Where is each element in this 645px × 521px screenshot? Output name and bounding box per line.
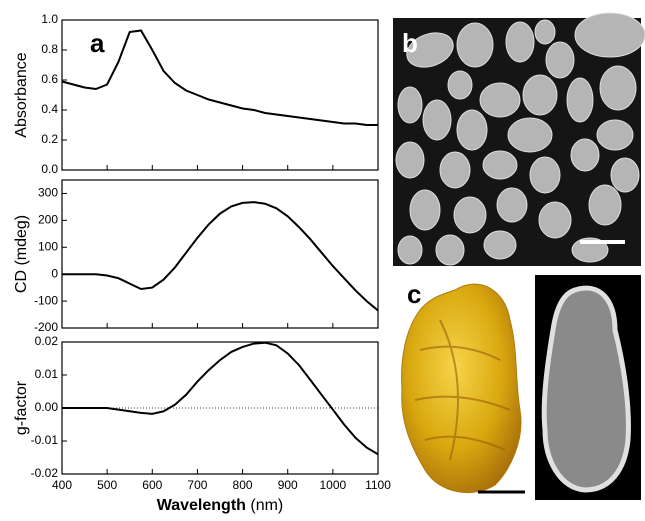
y-tick-label: 0.6 (41, 72, 58, 86)
y-tick-label: 0.00 (35, 400, 59, 414)
y-tick-label: 0.2 (41, 132, 58, 146)
x-unit: (nm) (250, 497, 283, 514)
y-tick-label: -100 (34, 293, 58, 307)
y-axis-label: CD (mdeg) (13, 215, 30, 293)
plot-frame (62, 180, 378, 328)
y-tick-label: 0.01 (35, 367, 59, 381)
micrograph-b (393, 13, 645, 266)
y-tick-label: 300 (38, 186, 58, 200)
panel-label: b (402, 28, 418, 58)
spectrum-line (62, 343, 378, 455)
panel-label: c (407, 279, 421, 309)
x-label: Wavelength (157, 497, 246, 514)
y-tick-label: 0 (51, 266, 58, 280)
y-axis-label: Absorbance (13, 52, 30, 137)
y-tick-label: 0.0 (41, 162, 58, 176)
x-tick-label: 900 (278, 478, 298, 492)
x-tick-label: 700 (187, 478, 207, 492)
y-tick-label: 0.8 (41, 42, 58, 56)
y-tick-label: 0.02 (35, 334, 59, 348)
y-tick-label: 200 (38, 213, 58, 227)
particle-3d (402, 284, 525, 492)
y-tick-label: 100 (38, 239, 58, 253)
y-tick-label: -200 (34, 320, 58, 334)
panel-label: a (90, 28, 105, 58)
x-tick-label: 600 (142, 478, 162, 492)
y-tick-label: -0.01 (31, 433, 59, 447)
x-tick-label: 1100 (365, 478, 391, 492)
y-tick-label: 0.4 (41, 102, 58, 116)
y-tick-label: 1.0 (41, 12, 58, 26)
micrograph-c (535, 275, 641, 500)
spectrum-line (62, 31, 378, 126)
x-tick-label: 1000 (320, 478, 347, 492)
figure: b c a Wavelength (nm) 0.0 0.2 0.4 0.6 0.8 1.0… (0, 0, 645, 516)
x-axis-label: Wavelength (nm) (157, 497, 284, 514)
y-axis-label: g-factor (13, 380, 30, 435)
x-tick-label: 400 (52, 478, 72, 492)
spectrum-line (62, 202, 378, 310)
x-tick-label: 800 (233, 478, 253, 492)
plot-frame (62, 20, 378, 170)
x-tick-label: 500 (97, 478, 117, 492)
